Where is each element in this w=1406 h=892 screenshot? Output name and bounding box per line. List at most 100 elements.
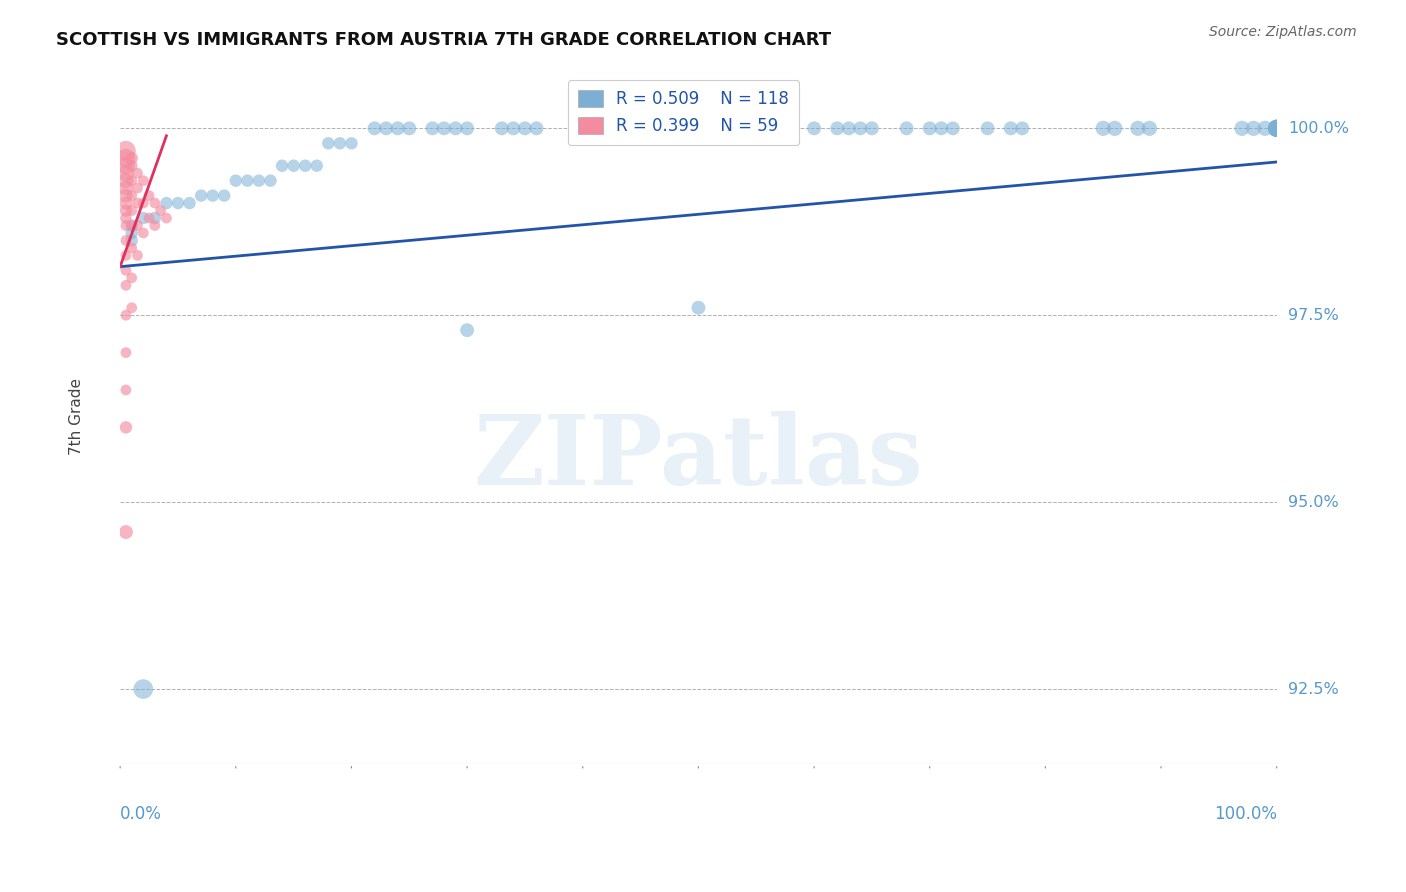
Point [1265, 121, 1288, 136]
Point [121, 151, 143, 165]
Point [201, 188, 224, 202]
Point [422, 121, 444, 136]
Point [143, 219, 166, 233]
Point [132, 196, 155, 211]
Point [942, 121, 965, 136]
Point [1265, 121, 1288, 136]
Point [676, 121, 699, 136]
Point [179, 196, 201, 211]
Point [838, 121, 860, 136]
Point [121, 270, 143, 285]
Point [115, 211, 138, 225]
Point [456, 121, 478, 136]
Point [1265, 121, 1288, 136]
Point [305, 159, 328, 173]
Text: 0.0%: 0.0% [120, 805, 162, 823]
Point [155, 196, 177, 211]
Point [127, 196, 149, 211]
Text: 100.0%: 100.0% [1288, 120, 1348, 136]
Point [132, 211, 155, 225]
Point [734, 121, 756, 136]
Point [387, 121, 409, 136]
Point [363, 121, 385, 136]
Point [1265, 121, 1288, 136]
Point [583, 121, 606, 136]
Point [375, 121, 398, 136]
Point [688, 121, 710, 136]
Point [1265, 121, 1288, 136]
Point [283, 159, 305, 173]
Point [121, 219, 143, 233]
Point [121, 241, 143, 255]
Point [444, 121, 467, 136]
Point [849, 121, 872, 136]
Point [115, 248, 138, 262]
Point [121, 301, 143, 315]
Point [236, 174, 259, 188]
Point [1265, 121, 1288, 136]
Text: Source: ZipAtlas.com: Source: ZipAtlas.com [1209, 25, 1357, 39]
Point [127, 248, 149, 262]
Text: 92.5%: 92.5% [1288, 681, 1339, 697]
Point [247, 174, 270, 188]
Point [1230, 121, 1253, 136]
Point [780, 121, 803, 136]
Text: 95.0%: 95.0% [1288, 495, 1339, 509]
Point [115, 278, 138, 293]
Point [630, 121, 652, 136]
Point [294, 159, 316, 173]
Text: ZIPatlas: ZIPatlas [474, 411, 924, 505]
Point [617, 121, 640, 136]
Point [1254, 121, 1277, 136]
Point [212, 188, 235, 202]
Point [121, 174, 143, 188]
Point [768, 121, 790, 136]
Point [456, 323, 478, 337]
Point [699, 121, 721, 136]
Point [606, 121, 628, 136]
Point [121, 159, 143, 173]
Point [340, 136, 363, 151]
Point [491, 121, 513, 136]
Point [502, 121, 524, 136]
Point [664, 121, 686, 136]
Point [318, 136, 340, 151]
Point [745, 121, 768, 136]
Point [143, 211, 166, 225]
Point [127, 219, 149, 233]
Point [115, 219, 138, 233]
Point [433, 121, 456, 136]
Point [115, 159, 138, 173]
Point [1000, 121, 1022, 136]
Point [1265, 121, 1288, 136]
Point [138, 211, 160, 225]
Point [138, 188, 160, 202]
Point [115, 203, 138, 218]
Point [259, 174, 281, 188]
Point [513, 121, 536, 136]
Point [115, 308, 138, 322]
Point [115, 144, 138, 158]
Point [896, 121, 918, 136]
Point [127, 181, 149, 195]
Point [155, 211, 177, 225]
Point [1092, 121, 1115, 136]
Point [132, 226, 155, 240]
Point [929, 121, 952, 136]
Point [652, 121, 675, 136]
Point [1139, 121, 1161, 136]
Point [976, 121, 998, 136]
Point [271, 159, 294, 173]
Point [595, 121, 617, 136]
Point [803, 121, 825, 136]
Point [121, 203, 143, 218]
Text: 97.5%: 97.5% [1288, 308, 1339, 323]
Point [115, 345, 138, 359]
Point [1265, 121, 1288, 136]
Point [115, 181, 138, 195]
Point [121, 234, 143, 248]
Point [115, 188, 138, 202]
Point [1126, 121, 1149, 136]
Point [756, 121, 779, 136]
Point [1265, 121, 1288, 136]
